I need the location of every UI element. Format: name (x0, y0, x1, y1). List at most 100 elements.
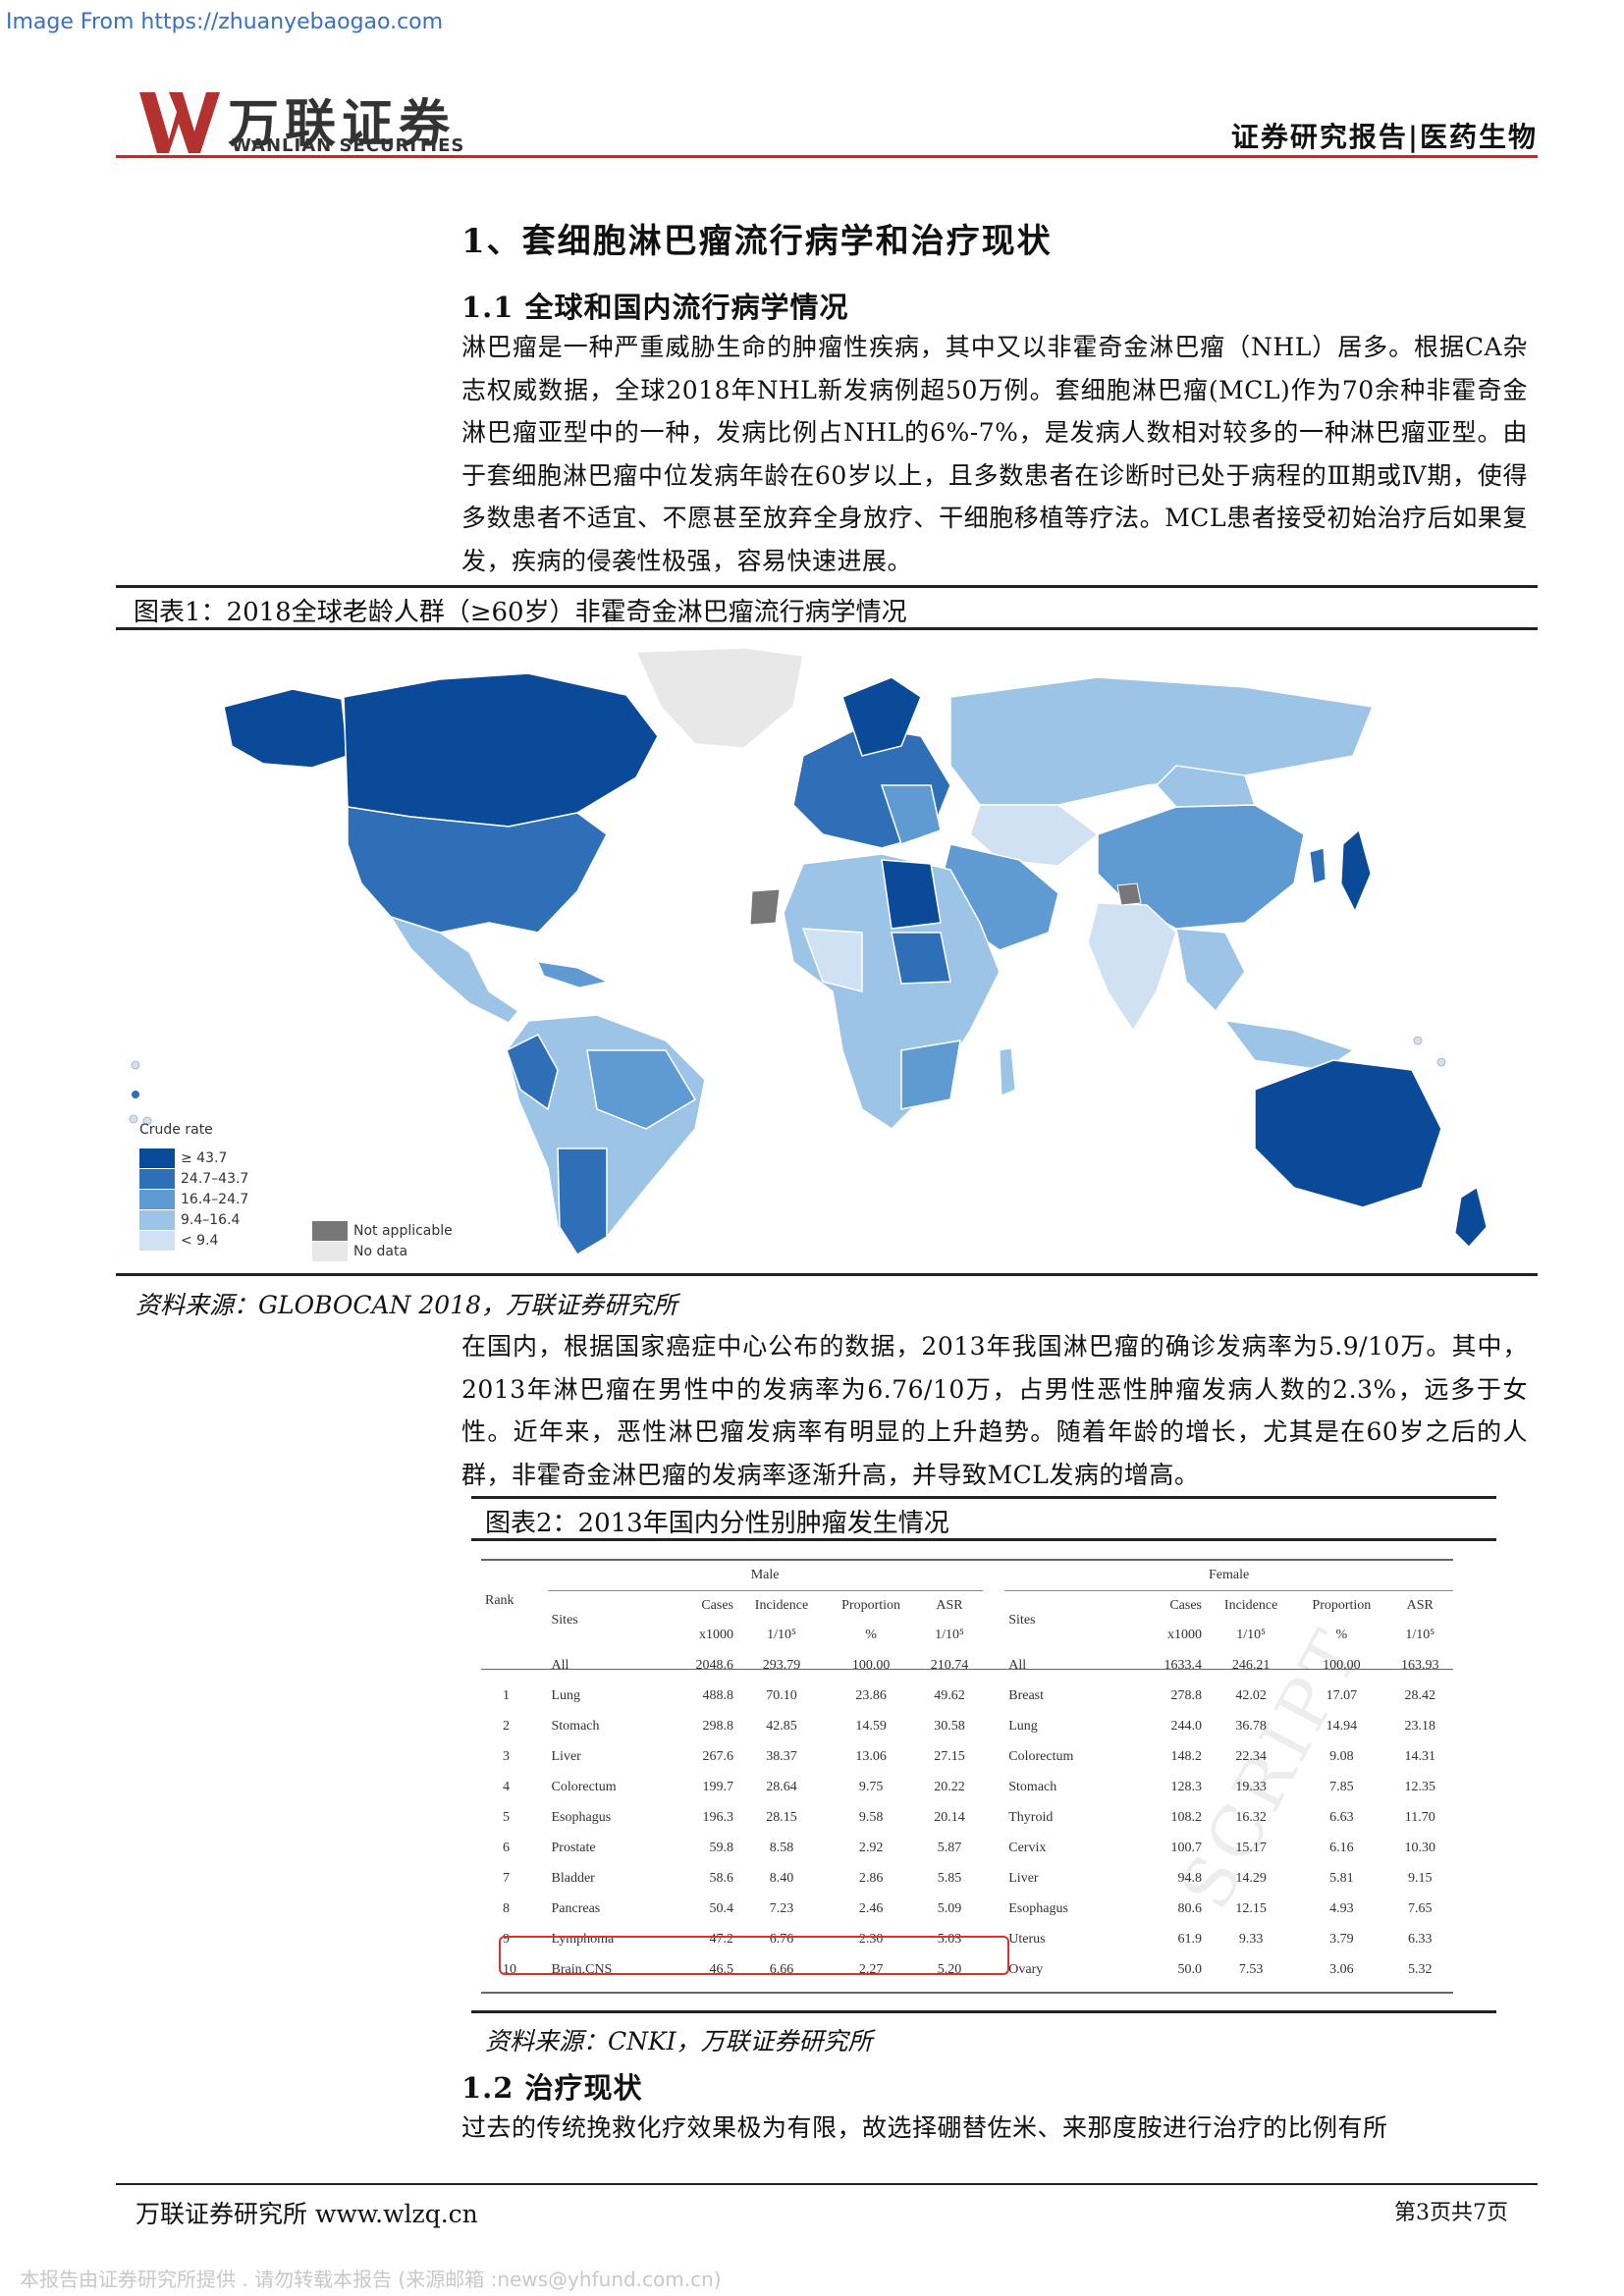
table-cell-f-prop: 6.16 (1329, 1840, 1354, 1855)
male-asr-unit: 1/10⁵ (935, 1628, 964, 1642)
table-cell-m-site: Stomach (551, 1718, 600, 1734)
table-row: 5 Esophagus 196.3 28.15 9.58 20.14 Thyroid 108.… (481, 1802, 1453, 1833)
paragraph-1-text: 淋巴瘤是一种严重威胁生命的肿瘤性疾病，其中又以非霍奇金淋巴瘤（NHL）居多。根据… (461, 333, 1528, 575)
table-cell-m-asr: 5.85 (937, 1870, 962, 1886)
table-row: All 2048.6 293.79 100.00 210.74 All 1633.4 246.… (481, 1650, 1453, 1681)
table-cell-m-inc: 28.15 (766, 1809, 797, 1825)
figure-1-title: 图表1：2018全球老龄人群（≥60岁）非霍奇金淋巴瘤流行病学情况 (134, 598, 907, 627)
rank-header: Rank (485, 1592, 514, 1608)
incidence-table: Male Female Rank Sites Cases Incidence P… (481, 1561, 1453, 1985)
table-cell-m-cases: 46.5 (709, 1961, 734, 1977)
table-gap (983, 1833, 1005, 1863)
legend-item-3: 16.4–24.7 (139, 1190, 355, 1209)
table-cell-rank: 7 (503, 1870, 510, 1886)
male-cases-header: Cases (701, 1598, 733, 1613)
table-cell-rank: 8 (503, 1900, 510, 1916)
table-row: 4 Colorectum 199.7 28.64 9.75 20.22 Stomach 128… (481, 1772, 1453, 1802)
table-cell-f-asr: 10.30 (1404, 1840, 1436, 1855)
legend-label: ≥ 43.7 (181, 1150, 228, 1166)
table-bottom-rule (481, 1992, 1453, 1994)
table-cell-f-cases: 94.8 (1177, 1870, 1203, 1886)
table-cell-f-cases: 148.2 (1170, 1748, 1203, 1764)
table-cell-m-site: Colorectum (551, 1779, 617, 1794)
table-cell-f-cases: 100.7 (1170, 1840, 1203, 1855)
footer-divider (116, 2183, 1538, 2185)
table-cell-rank: 3 (503, 1748, 510, 1764)
table-top-rule (481, 1559, 1453, 1561)
female-proportion-unit: % (1335, 1628, 1348, 1642)
table-cell-m-inc: 6.66 (769, 1961, 794, 1977)
paragraph-3-text: 过去的传统挽救化疗效果极为有限，故选择硼替佐米、来那度胺进行治疗的比例有所 (461, 2113, 1388, 2142)
table-cell-m-asr: 20.14 (934, 1809, 965, 1825)
table-cell-m-prop: 13.06 (855, 1748, 887, 1764)
table-cell-f-site: Colorectum (1008, 1748, 1074, 1764)
table-cell-f-inc: 15.17 (1235, 1840, 1267, 1855)
table-cell-m-asr: 27.15 (934, 1748, 965, 1764)
table-cell-f-prop: 4.93 (1329, 1900, 1354, 1916)
table-cell-m-inc: 293.79 (762, 1657, 801, 1673)
table-cell-f-site: All (1008, 1657, 1027, 1673)
table-cell-m-cases: 488.8 (702, 1687, 734, 1703)
table-cell-f-asr: 12.35 (1404, 1779, 1436, 1794)
table-cell-f-asr: 7.65 (1408, 1900, 1433, 1916)
table-cell-f-cases: 278.8 (1170, 1687, 1203, 1703)
table-cell-m-cases: 267.6 (702, 1748, 734, 1764)
table-cell-f-site: Uterus (1008, 1931, 1046, 1947)
male-cases-unit: x1000 (699, 1628, 733, 1642)
table-cell-m-asr: 49.62 (934, 1687, 965, 1703)
table-cell-rank: 6 (503, 1840, 510, 1855)
table-cell-m-cases: 59.8 (709, 1840, 734, 1855)
table-cell-m-asr: 30.58 (934, 1718, 965, 1734)
company-logo-icon (139, 92, 220, 153)
table-cell-m-prop: 2.86 (858, 1870, 884, 1886)
figure-2-title: 图表2：2013年国内分性别肿瘤发生情况 (485, 1509, 949, 1538)
table-cell-f-inc: 36.78 (1235, 1718, 1267, 1734)
female-incidence-header: Incidence (1223, 1598, 1278, 1613)
table-body: All 2048.6 293.79 100.00 210.74 All 1633.4 246.… (481, 1650, 1453, 1985)
table-row: 9 Lymphoma 47.2 6.76 2.30 5.03 Uterus 61.9 9.33 3… (481, 1924, 1453, 1954)
table-row: 3 Liver 267.6 38.37 13.06 27.15 Colorectum 148.… (481, 1741, 1453, 1772)
table-cell-f-asr: 11.70 (1404, 1809, 1435, 1825)
legend-item-no-data: No data (312, 1242, 528, 1261)
table-gap (983, 1772, 1005, 1802)
table-cell-m-prop: 2.27 (858, 1961, 884, 1977)
table-cell-m-asr: 5.20 (937, 1961, 962, 1977)
section-title: 1、套细胞淋巴瘤流行病学和治疗现状 (461, 222, 1053, 261)
figure-1-bottom-rule (116, 1273, 1538, 1276)
table-cell-f-asr: 5.32 (1408, 1961, 1433, 1977)
table-gap (983, 1711, 1005, 1741)
table-cell-m-inc: 8.58 (769, 1840, 794, 1855)
table-cell-f-site: Stomach (1008, 1779, 1057, 1794)
table-cell-f-site: Esophagus (1008, 1900, 1068, 1916)
legend-label: 9.4–16.4 (181, 1212, 241, 1228)
table-cell-f-asr: 9.15 (1408, 1870, 1433, 1886)
lymphoma-highlight-box (499, 1936, 1009, 1975)
table-cell-rank: 10 (503, 1961, 516, 1977)
table-gap (983, 1681, 1005, 1711)
legend-label: < 9.4 (181, 1233, 219, 1249)
female-proportion-header: Proportion (1312, 1598, 1372, 1613)
table-cell-f-cases: 50.0 (1177, 1961, 1203, 1977)
table-header-rule (481, 1669, 1453, 1670)
female-cases-header: Cases (1169, 1598, 1202, 1613)
table-cell-m-asr: 5.03 (937, 1931, 962, 1947)
table-cell-m-inc: 7.23 (769, 1900, 794, 1916)
table-cell-f-prop: 9.08 (1329, 1748, 1354, 1764)
table-cell-rank: 1 (503, 1687, 510, 1703)
female-sites-header: Sites (1008, 1613, 1036, 1628)
subsection-title-1: 1.1 全球和国内流行病学情况 (461, 291, 849, 324)
table-cell-rank: 2 (503, 1718, 510, 1734)
table-row: 6 Prostate 59.8 8.58 2.92 5.87 Cervix 100.7 15.1… (481, 1833, 1453, 1863)
table-cell-f-site: Cervix (1008, 1840, 1047, 1855)
table-cell-m-prop: 9.75 (858, 1779, 884, 1794)
table-cell-m-prop: 100.00 (851, 1657, 891, 1673)
legend-item-2: 24.7–43.7 (139, 1169, 355, 1189)
table-cell-f-asr: 23.18 (1404, 1718, 1436, 1734)
table-cell-m-site: Lymphoma (551, 1931, 615, 1947)
page-number: 第3页共7页 (1394, 2201, 1508, 2225)
table-row: 1 Lung 488.8 70.10 23.86 49.62 Breast 278.8 42.0… (481, 1681, 1453, 1711)
header-divider (116, 155, 1538, 158)
table-cell-m-site: Pancreas (551, 1900, 601, 1916)
table-cell-f-cases: 108.2 (1170, 1809, 1203, 1825)
legend-item-4: 9.4–16.4 (139, 1210, 355, 1230)
